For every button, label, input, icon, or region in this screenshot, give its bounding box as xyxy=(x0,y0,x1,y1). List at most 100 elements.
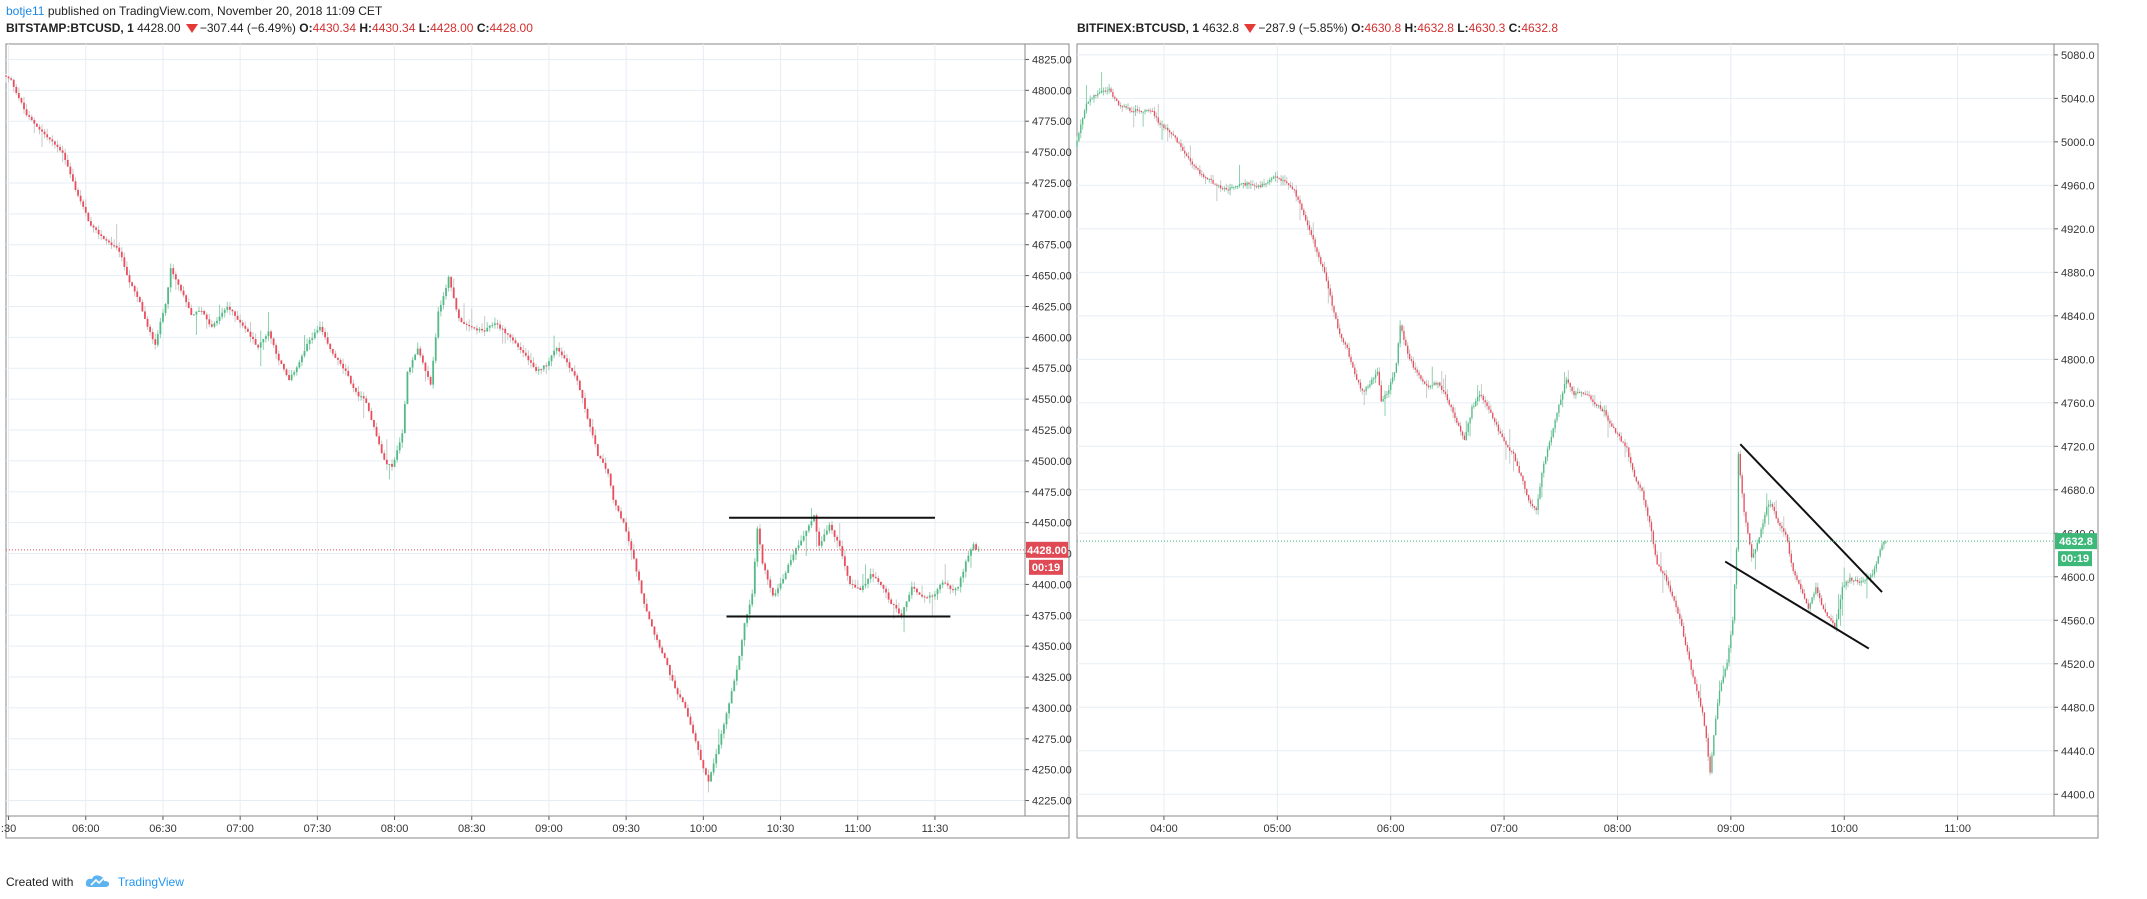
candle-body xyxy=(715,753,718,764)
candle-body xyxy=(1174,135,1176,138)
candle-body xyxy=(501,328,504,330)
candle-body xyxy=(1471,406,1473,418)
candle-body xyxy=(782,578,785,584)
candle-body xyxy=(1223,187,1226,189)
author-link[interactable]: botje11 xyxy=(6,4,45,18)
candle-body xyxy=(874,576,877,579)
candle-body xyxy=(859,587,862,590)
candle-body xyxy=(1259,185,1261,188)
candle-body xyxy=(1709,756,1711,773)
candle-body xyxy=(64,152,67,160)
legend-open: 4630.8 xyxy=(1364,21,1402,35)
candle-body xyxy=(97,229,100,235)
candle-body xyxy=(1316,247,1318,253)
candle-body xyxy=(1303,209,1305,215)
candle-body xyxy=(1854,579,1857,582)
candle-body xyxy=(1083,110,1086,119)
candle-body xyxy=(1781,525,1783,529)
candle-body xyxy=(1665,575,1668,582)
candle-body xyxy=(1144,110,1146,112)
candle-body xyxy=(59,146,61,151)
candle-body xyxy=(303,350,306,356)
candle-body xyxy=(257,344,260,348)
candle-body xyxy=(1463,435,1466,440)
candle-body xyxy=(136,291,139,297)
tradingview-link[interactable]: TradingView xyxy=(117,875,184,889)
candle-body xyxy=(1371,379,1373,385)
candle-body xyxy=(831,524,833,531)
candle-body xyxy=(218,316,221,321)
candle-body xyxy=(504,328,507,334)
candle-body xyxy=(602,458,604,463)
candle-body xyxy=(378,436,381,445)
candle-body xyxy=(1531,503,1534,507)
candle-body xyxy=(499,324,501,329)
candle-body xyxy=(1450,404,1452,408)
candle-body xyxy=(784,573,787,579)
y-tick-label: 4760.0 xyxy=(2061,398,2095,410)
candle-body xyxy=(1718,690,1721,704)
x-tick-label: 11:30 xyxy=(922,823,949,835)
candle-body xyxy=(1580,392,1583,394)
candle-body xyxy=(1282,180,1284,182)
candle-body xyxy=(69,166,72,175)
candle-body xyxy=(1607,415,1609,421)
legend-symbol[interactable]: BITSTAMP:BTCUSD, 1 xyxy=(6,21,134,35)
candle-body xyxy=(568,362,571,368)
trendline xyxy=(1739,443,1883,593)
candle-body xyxy=(1219,185,1222,189)
candle-body xyxy=(1189,158,1192,162)
candle-body xyxy=(82,201,85,207)
candle-body xyxy=(872,574,875,577)
candle-body xyxy=(1881,544,1883,550)
candle-body xyxy=(787,564,790,574)
candle-body xyxy=(72,174,74,182)
candle-body xyxy=(532,362,535,368)
candle-body xyxy=(550,355,553,362)
legend-open: 4430.34 xyxy=(312,21,357,35)
candle-body xyxy=(1095,94,1097,96)
candle-body xyxy=(1461,431,1464,436)
candle-body xyxy=(1269,180,1271,183)
candle-body xyxy=(1136,109,1139,111)
candle-body xyxy=(249,331,252,337)
candle-body xyxy=(403,404,406,434)
legend-symbol[interactable]: BITFINEX:BTCUSD, 1 xyxy=(1077,21,1200,35)
candle-body xyxy=(1837,608,1840,620)
candle-body xyxy=(1448,400,1450,405)
candle-body xyxy=(1611,423,1613,427)
candle-body xyxy=(1565,379,1568,384)
candle-body xyxy=(1286,181,1288,184)
candle-body xyxy=(512,337,514,341)
candle-body xyxy=(1253,185,1256,187)
candle-body xyxy=(1480,394,1483,396)
candle-body xyxy=(833,530,836,537)
candle-body xyxy=(1849,577,1851,583)
candle-body xyxy=(1433,382,1435,386)
candle-body xyxy=(1216,184,1218,186)
candle-body xyxy=(1503,436,1505,442)
candle-body xyxy=(1573,391,1575,396)
candle-body xyxy=(1692,669,1694,677)
candle-body xyxy=(1465,431,1467,440)
candle-body xyxy=(661,647,664,654)
candle-body xyxy=(1178,142,1180,144)
candle-body xyxy=(1505,441,1507,445)
x-tick-label: 10:30 xyxy=(767,823,795,835)
candle-body xyxy=(280,360,283,364)
candle-body xyxy=(1478,394,1481,397)
tradingview-cloud-icon xyxy=(85,875,109,887)
candle-body xyxy=(1675,600,1677,608)
candle-body xyxy=(1794,571,1796,576)
candle-body xyxy=(1097,93,1099,96)
chart-bitfinex[interactable]: 5080.0 5040.0 5000.0 4960.0 4920.0 4880.0 4840… xyxy=(1076,43,2099,839)
candle-body xyxy=(172,268,175,275)
candle-body xyxy=(1185,153,1188,157)
candle-body xyxy=(596,444,599,456)
candle-body xyxy=(1276,176,1278,178)
candle-body xyxy=(1155,116,1158,118)
candle-body xyxy=(424,362,427,372)
last-price-badge xyxy=(2055,533,2097,550)
chart-bitstamp[interactable]: 4825.00 4800.00 4775.00 4750.00 4725.00 4700.… xyxy=(1,43,1072,839)
